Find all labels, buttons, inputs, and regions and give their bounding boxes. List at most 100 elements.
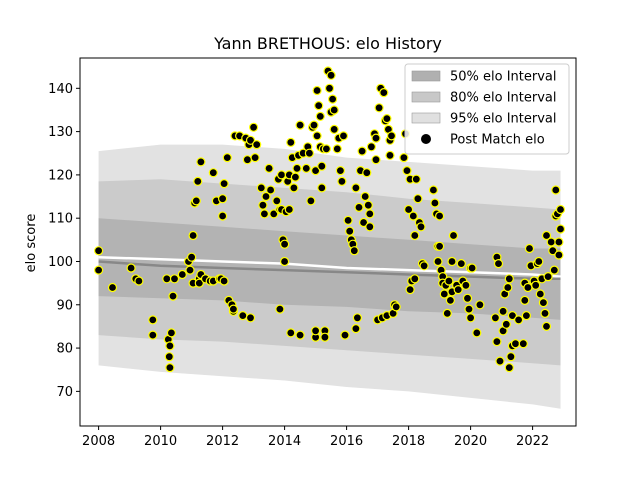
post-match-elo-point	[362, 168, 372, 178]
post-match-elo-point	[168, 291, 178, 301]
y-tick-label: 130	[48, 125, 73, 140]
legend-swatch	[411, 70, 441, 82]
post-match-elo-point	[504, 274, 514, 284]
post-match-elo-point	[399, 153, 409, 163]
post-match-elo-point	[338, 131, 349, 141]
post-match-elo-point	[295, 120, 305, 130]
post-match-elo-point	[187, 252, 197, 262]
post-match-elo-point	[445, 295, 455, 305]
post-match-elo-point	[177, 269, 187, 280]
post-match-elo-point	[315, 111, 325, 122]
post-match-elo-point	[513, 315, 524, 325]
post-match-elo-point	[249, 122, 259, 132]
post-match-elo-point	[495, 356, 505, 366]
post-match-elo-point	[286, 328, 296, 338]
axis-ticks: 2008 2010 2012 2014 2016 2018 2020 2022 70 80 90 10…	[48, 82, 549, 449]
post-match-elo-point	[329, 124, 339, 134]
post-match-elo-point	[391, 302, 401, 312]
post-match-elo-point	[317, 161, 327, 171]
post-match-elo-point	[193, 176, 203, 186]
post-match-elo-point	[541, 230, 552, 241]
post-match-elo-point	[521, 311, 532, 321]
post-match-elo-point	[324, 83, 335, 93]
y-tick-label: 120	[48, 168, 73, 183]
post-match-elo-point	[272, 196, 282, 206]
post-match-elo-point	[518, 339, 528, 349]
plot-area	[93, 66, 566, 409]
post-match-elo-point	[280, 239, 290, 249]
post-match-elo-point	[538, 298, 549, 308]
post-match-elo-point	[312, 85, 322, 96]
post-match-elo-point	[411, 174, 421, 184]
post-match-elo-point	[410, 274, 420, 284]
post-match-elo-point	[264, 163, 274, 173]
post-match-elo-point	[541, 321, 552, 331]
post-match-elo-point	[340, 330, 350, 340]
x-tick-label: 2020	[454, 434, 487, 449]
post-match-elo-point	[404, 204, 414, 215]
post-match-elo-point	[507, 311, 518, 321]
post-match-elo-point	[461, 280, 471, 290]
post-match-elo-point	[93, 265, 104, 275]
post-match-elo-point	[374, 103, 384, 113]
post-match-elo-point	[148, 330, 158, 340]
post-match-elo-point	[208, 168, 218, 178]
post-match-elo-point	[493, 259, 504, 269]
post-match-elo-point	[290, 172, 300, 182]
x-tick-label: 2014	[268, 434, 301, 449]
y-tick-label: 90	[56, 298, 73, 313]
post-match-elo-point	[245, 313, 256, 323]
post-match-elo-point	[93, 246, 104, 256]
post-match-elo-point	[548, 246, 558, 256]
post-match-elo-point	[196, 157, 206, 167]
post-match-elo-point	[453, 285, 463, 295]
post-match-elo-point	[275, 304, 285, 314]
post-match-elo-point	[148, 315, 158, 325]
post-match-elo-point	[314, 100, 324, 111]
post-match-elo-point	[554, 237, 564, 247]
post-match-elo-point	[328, 94, 338, 104]
post-match-elo-point	[466, 313, 476, 323]
post-match-elo-point	[126, 263, 136, 273]
post-match-elo-point	[286, 137, 296, 147]
post-match-elo-point	[238, 311, 248, 321]
post-match-elo-point	[444, 276, 454, 286]
post-match-elo-point	[504, 363, 514, 373]
post-match-elo-point	[428, 185, 438, 195]
post-match-elo-point	[498, 306, 508, 316]
post-match-elo-point	[242, 155, 252, 165]
x-tick-label: 2016	[330, 434, 363, 449]
post-match-elo-point	[462, 293, 473, 303]
post-match-elo-point	[351, 324, 361, 334]
post-match-elo-point	[349, 246, 359, 256]
post-match-elo-point	[363, 200, 373, 210]
post-match-elo-point	[166, 328, 176, 338]
legend-marker	[421, 134, 431, 144]
post-match-elo-point	[107, 282, 118, 293]
post-match-elo-point	[492, 337, 502, 347]
post-match-elo-point	[317, 183, 327, 193]
post-match-elo-point	[351, 183, 361, 193]
post-match-elo-point	[447, 256, 457, 267]
post-match-elo-point	[554, 250, 564, 260]
post-match-elo-point	[256, 183, 266, 193]
post-match-elo-point	[433, 256, 443, 267]
post-match-elo-point	[259, 209, 269, 219]
post-match-elo-point	[266, 185, 276, 195]
post-match-elo-point	[222, 153, 232, 163]
post-match-elo-point	[413, 194, 423, 204]
post-match-elo-point	[382, 113, 392, 124]
post-match-elo-point	[269, 209, 279, 219]
post-match-elo-point	[134, 276, 144, 286]
legend-box	[404, 63, 570, 155]
post-match-elo-point	[435, 241, 445, 251]
post-match-elo-point	[194, 278, 204, 288]
post-match-elo-point	[555, 224, 566, 234]
x-tick-label: 2012	[206, 434, 239, 449]
plot-frame	[79, 57, 577, 427]
post-match-elo-point	[162, 274, 172, 284]
post-match-elo-point	[306, 196, 316, 206]
post-match-elo-point	[371, 155, 381, 165]
post-match-elo-point	[311, 326, 321, 336]
